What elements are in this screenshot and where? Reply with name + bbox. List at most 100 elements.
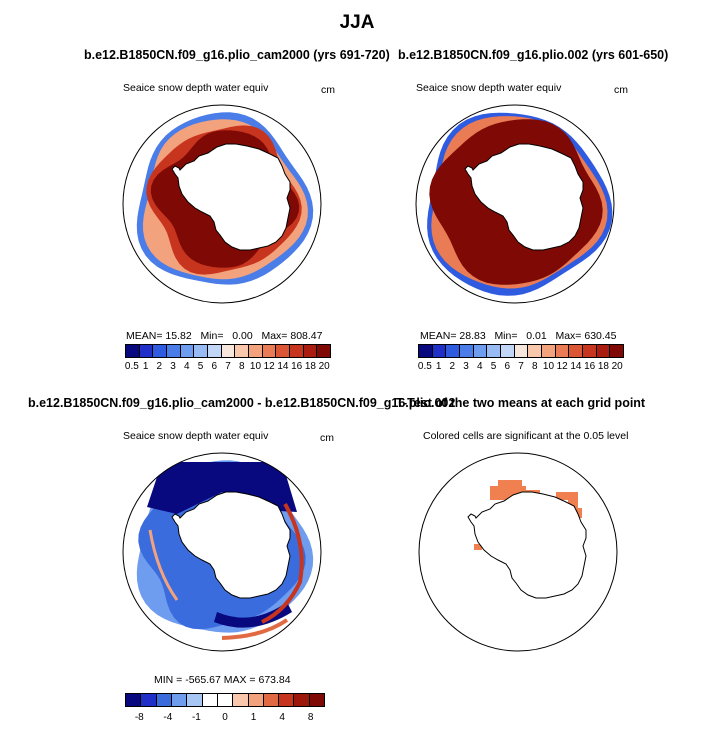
significant-cell [576, 508, 582, 518]
panel-2-max: 630.45 [584, 330, 617, 342]
colorbar-label: 12 [263, 361, 275, 372]
colorbar-swatch [140, 694, 156, 706]
colorbar-label: 4 [477, 361, 483, 372]
panel-1-mean: 15.82 [165, 330, 192, 342]
figure-title: JJA [339, 12, 375, 33]
colorbar-swatch [278, 694, 294, 706]
colorbar-label: 8 [531, 361, 538, 372]
significant-cell [568, 498, 578, 508]
colorbar-swatch [459, 345, 473, 357]
panel-2-stats: MEAN= 28.83 Min= 0.01 Max= 630.45 [420, 330, 616, 342]
colorbar-label: 7 [225, 361, 231, 372]
colorbar-label: 8 [238, 361, 245, 372]
significant-cell [498, 480, 522, 488]
colorbar-swatch [232, 694, 248, 706]
panel-4-map [418, 452, 618, 652]
colorbar-label: 2 [449, 361, 456, 372]
panel-3-colorbar-labels: -8 -4 -1 0 1 4 8 [125, 712, 325, 724]
panel-2-mean: 28.83 [459, 330, 486, 342]
panel-1-colorbar [125, 344, 331, 358]
colorbar-swatch [261, 345, 276, 357]
colorbar-swatch [234, 345, 249, 357]
max-label: Max= [555, 330, 582, 342]
diff-zone-strong-negative-south [214, 602, 292, 628]
colorbar-label: 20 [611, 361, 623, 372]
panel-3-colorbar [125, 693, 325, 707]
colorbar-swatch [500, 345, 514, 357]
panel-1-stats: MEAN= 15.82 Min= 0.00 Max= 808.47 [126, 330, 322, 342]
diff-positive-streak-south [221, 618, 289, 640]
colorbar-label: 6 [211, 361, 218, 372]
colorbar-swatch [541, 345, 555, 357]
colorbar-label: 3 [463, 361, 469, 372]
panel-2-title: b.e12.B1850CN.f09_g16.plio.002 (yrs 601-… [398, 48, 669, 62]
colorbar-swatch [262, 694, 279, 706]
diff-positive-streak-east [261, 502, 304, 624]
colorbar-swatch [308, 694, 325, 706]
colorbar-swatch [186, 694, 202, 706]
map-boundary [122, 452, 322, 652]
colorbar-label: 2 [156, 361, 163, 372]
colorbar-swatch [595, 345, 610, 357]
colorbar-swatch [220, 345, 235, 357]
colorbar-label: -8 [134, 712, 144, 723]
colorbar-swatch [568, 345, 583, 357]
colorbar-label: 18 [304, 361, 316, 372]
significant-cell [474, 544, 482, 550]
colorbar-swatch [527, 345, 542, 357]
colorbar-swatch [152, 345, 167, 357]
panel-4-title: T-Test of the two means at each grid poi… [396, 396, 646, 410]
colorbar-label: 1 [142, 361, 149, 372]
panel-3-map [122, 452, 322, 652]
colorbar-label: 3 [170, 361, 176, 372]
panel-3-max: 673.84 [258, 674, 291, 686]
panel-2-variable: Seaice snow depth water equiv [416, 82, 562, 94]
colorbar-swatch [126, 345, 139, 357]
antarctica-coastline [467, 491, 587, 599]
min-label: MIN = [154, 674, 183, 686]
colorbar-label: 14 [277, 361, 289, 372]
colorbar-label: 14 [570, 361, 582, 372]
panel-3-title: b.e12.B1850CN.f09_g16.plio_cam2000 - b.e… [28, 396, 456, 410]
colorbar-swatch [316, 345, 331, 357]
map-boundary [122, 104, 322, 304]
panel-2-map [415, 104, 615, 304]
colorbar-label: -1 [191, 712, 201, 723]
colorbar-label: 0.5 [417, 361, 432, 372]
map-boundary [415, 104, 615, 304]
colorbar-swatch [193, 345, 208, 357]
colorbar-label: 10 [249, 361, 262, 372]
panel-2-colorbar-labels: 0.5 1 2 3 4 5 6 7 8 10 12 14 16 18 20 [418, 361, 624, 373]
max-label: Max= [261, 330, 288, 342]
colorbar-label: 16 [291, 361, 303, 372]
mean-label: MEAN= [126, 330, 163, 342]
colorbar-swatch [293, 694, 309, 706]
panel-2-min: 0.01 [526, 330, 547, 342]
panel-3-min: -565.67 [185, 674, 221, 686]
colorbar-label: -4 [163, 712, 173, 723]
diff-positive-streak-west [148, 529, 179, 601]
colorbar-label: 0.5 [124, 361, 139, 372]
panel-1-title: b.e12.B1850CN.f09_g16.plio_cam2000 (yrs … [84, 48, 390, 62]
colorbar-swatch [513, 345, 528, 357]
colorbar-swatch [472, 345, 487, 357]
colorbar-label: 5 [490, 361, 497, 372]
panel-3-stats: MIN = -565.67 MAX = 673.84 [154, 674, 291, 686]
colorbar-label: 10 [542, 361, 555, 372]
colorbar-label: 4 [279, 712, 285, 723]
colorbar-swatch [179, 345, 194, 357]
colorbar-swatch [247, 694, 263, 706]
colorbar-swatch [431, 345, 446, 357]
colorbar-swatch [302, 345, 317, 357]
colorbar-swatch [170, 694, 187, 706]
panel-2-units: cm [614, 84, 628, 96]
colorbar-swatch [138, 345, 153, 357]
colorbar-label: 1 [435, 361, 442, 372]
panel-3-units: cm [320, 432, 334, 444]
colorbar-label: 16 [584, 361, 596, 372]
colorbar-swatch [216, 694, 233, 706]
colorbar-swatch [445, 345, 460, 357]
colorbar-swatch [486, 345, 501, 357]
colorbar-label: 0 [222, 712, 228, 723]
panel-1-map [122, 104, 322, 304]
